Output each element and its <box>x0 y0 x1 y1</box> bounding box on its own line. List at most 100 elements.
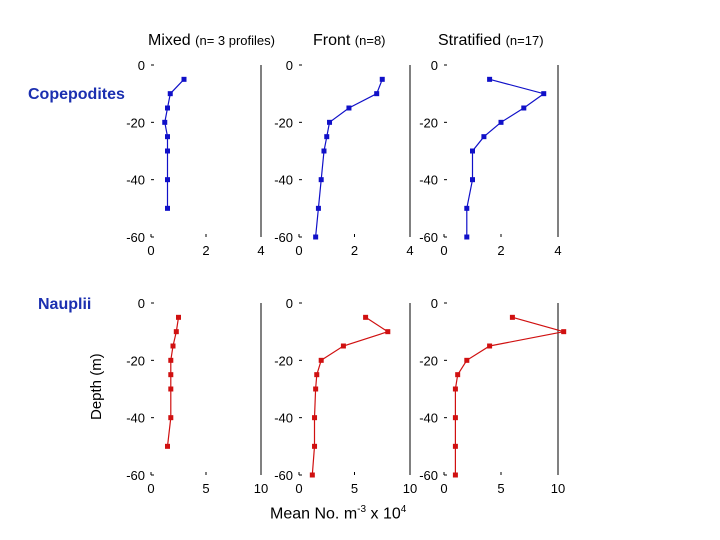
panel-copepodites-stratified-ytick-label: -40 <box>419 173 438 188</box>
panel-copepodites-stratified-data-point <box>487 76 493 82</box>
panel-nauplii-mixed-xtick-label: 5 <box>202 481 209 496</box>
panel-nauplii-stratified-data-point <box>452 472 458 478</box>
panel-nauplii-stratified-ytick-label: -20 <box>419 353 438 368</box>
panel-copepodites-stratified-data-point <box>498 119 504 125</box>
panel-copepodites-mixed-data-point <box>165 177 170 183</box>
panel-copepodites-stratified-data-point <box>470 177 475 183</box>
panel-nauplii-front-series-line <box>311 316 390 476</box>
panel-nauplii-front-data-point <box>312 415 318 421</box>
panel-copepodites-stratified-series-line <box>466 78 546 237</box>
panel-nauplii-stratified-data-point <box>487 343 493 349</box>
panel-copepodites-mixed-data-point <box>165 205 170 211</box>
panel-copepodites-front-ytick-label: 0 <box>286 58 293 73</box>
panel-copepodites-front-data-point <box>327 119 333 125</box>
panel-nauplii-front-data-point <box>318 357 324 363</box>
panel-nauplii-front-ytick-label: -20 <box>274 353 293 368</box>
panel-copepodites-front-data-point <box>321 148 327 154</box>
panel-copepodites-stratified-data-point <box>521 105 527 111</box>
panel-nauplii-front-ytick-label: -40 <box>274 411 293 426</box>
panel-nauplii-mixed-xtick-label: 0 <box>147 481 154 496</box>
panel-nauplii-mixed-ytick-label: 0 <box>138 296 145 311</box>
panel-copepodites-mixed-ytick-label: 0 <box>138 58 145 73</box>
row-label-nauplii: Nauplii <box>38 296 92 313</box>
panel-copepodites-front-data-point <box>374 91 380 97</box>
y-axis-label: Depth (m) <box>88 353 105 420</box>
panel-nauplii-mixed-data-point <box>168 415 174 421</box>
panel-copepodites-stratified-data-point <box>481 134 487 140</box>
panel-nauplii-stratified-ytick-label: -40 <box>419 411 438 426</box>
panel-copepodites-front-data-point <box>379 76 385 82</box>
panel-nauplii-front-xtick-label: 10 <box>403 481 417 496</box>
panel-nauplii-mixed-data-point <box>170 343 176 349</box>
panel-copepodites-mixed-data-point <box>181 76 187 82</box>
panel-copepodites-front-series-line <box>315 79 383 238</box>
panel-copepodites-front-xtick-label: 0 <box>295 243 302 258</box>
panel-nauplii-stratified-xtick-label: 5 <box>497 481 504 496</box>
panel-copepodites-mixed-series-line <box>164 78 185 209</box>
panel-nauplii-mixed-data-point <box>176 314 181 320</box>
panel-copepodites-mixed-data-point <box>165 105 170 111</box>
panel-copepodites-mixed-data-point <box>165 148 170 154</box>
panel-nauplii-front-data-point <box>312 443 318 449</box>
panel-nauplii-stratified-ytick-label: 0 <box>431 296 438 311</box>
panel-nauplii-front-data-point <box>340 343 346 349</box>
panel-copepodites-mixed-xtick-label: 2 <box>202 243 209 258</box>
panel-nauplii-mixed-data-point <box>173 329 179 335</box>
panel-nauplii-mixed-data-point <box>165 443 170 449</box>
panel-copepodites-front-ytick-label: -20 <box>274 115 293 130</box>
panel-nauplii-stratified-series-line <box>454 316 564 475</box>
panel-nauplii-stratified-data-point <box>561 329 567 335</box>
panel-copepodites-stratified-data-point <box>464 205 470 211</box>
panel-copepodites-mixed-data-point <box>165 134 170 140</box>
column-title-mixed: Mixed (n= 3 profiles) <box>148 32 275 49</box>
panel-copepodites-stratified-xtick-label: 0 <box>440 243 447 258</box>
panel-copepodites-mixed-xtick-label: 4 <box>257 243 264 258</box>
panel-nauplii-front-data-point <box>313 386 319 392</box>
panel-copepodites-stratified-data-point <box>470 148 475 154</box>
panel-nauplii-stratified-data-point <box>464 357 470 363</box>
panel-nauplii-front-data-point <box>385 329 391 335</box>
row-label-copepodites: Copepodites <box>28 86 125 103</box>
panel-copepodites-mixed-ytick-label: -20 <box>126 115 145 130</box>
panel-copepodites-front-ytick-label: -60 <box>274 230 293 245</box>
panel-nauplii-mixed-ytick-label: -40 <box>126 411 145 426</box>
panel-nauplii-stratified-xtick-label: 10 <box>551 481 565 496</box>
panel-copepodites-front-ytick-label: -40 <box>274 173 293 188</box>
panel-copepodites-stratified-ytick-label: -60 <box>419 230 438 245</box>
panel-copepodites-front-data-point <box>324 134 330 140</box>
panel-nauplii-mixed-ytick-label: -20 <box>126 353 145 368</box>
panel-nauplii-stratified-xtick-label: 0 <box>440 481 447 496</box>
panel-nauplii-mixed-xtick-label: 10 <box>254 481 268 496</box>
panel-nauplii-mixed-ytick-label: -60 <box>126 468 145 483</box>
panel-copepodites-stratified-xtick-label: 4 <box>554 243 561 258</box>
panel-nauplii-stratified-ytick-label: -60 <box>419 468 438 483</box>
panel-copepodites-front-data-point <box>318 177 324 183</box>
panel-copepodites-mixed-ytick-label: -40 <box>126 173 145 188</box>
panel-nauplii-stratified-data-point <box>452 443 458 449</box>
panel-nauplii-mixed-data-point <box>168 386 174 392</box>
panel-copepodites-mixed-ytick-label: -60 <box>126 230 145 245</box>
panel-copepodites-mixed-xtick-label: 0 <box>147 243 154 258</box>
panel-copepodites-front-data-point <box>346 105 352 111</box>
panel-copepodites-front-xtick-label: 2 <box>351 243 358 258</box>
panel-copepodites-stratified-ytick-label: -20 <box>419 115 438 130</box>
panel-copepodites-stratified-data-point <box>541 91 547 97</box>
column-title-front: Front (n=8) <box>313 32 386 49</box>
panel-nauplii-mixed-data-point <box>168 372 174 378</box>
panel-copepodites-mixed-data-point <box>162 119 168 125</box>
panel-copepodites-stratified-ytick-label: 0 <box>431 58 438 73</box>
panel-copepodites-front-data-point <box>315 205 321 211</box>
panel-copepodites-mixed-data-point <box>167 91 173 97</box>
panel-nauplii-front-ytick-label: -60 <box>274 468 293 483</box>
panel-copepodites-stratified-xtick-label: 2 <box>497 243 504 258</box>
panel-nauplii-stratified-data-point <box>452 386 458 392</box>
panel-nauplii-mixed-data-point <box>168 357 174 363</box>
panel-copepodites-front-xtick-label: 4 <box>406 243 413 258</box>
panel-nauplii-stratified-data-point <box>452 415 458 421</box>
panel-copepodites-front-data-point <box>313 234 319 240</box>
panel-nauplii-front-xtick-label: 0 <box>295 481 302 496</box>
panel-nauplii-front-ytick-label: 0 <box>286 296 293 311</box>
panel-nauplii-front-xtick-label: 5 <box>351 481 358 496</box>
panel-copepodites-stratified-data-point <box>464 234 470 240</box>
panel-nauplii-front-data-point <box>314 372 320 378</box>
